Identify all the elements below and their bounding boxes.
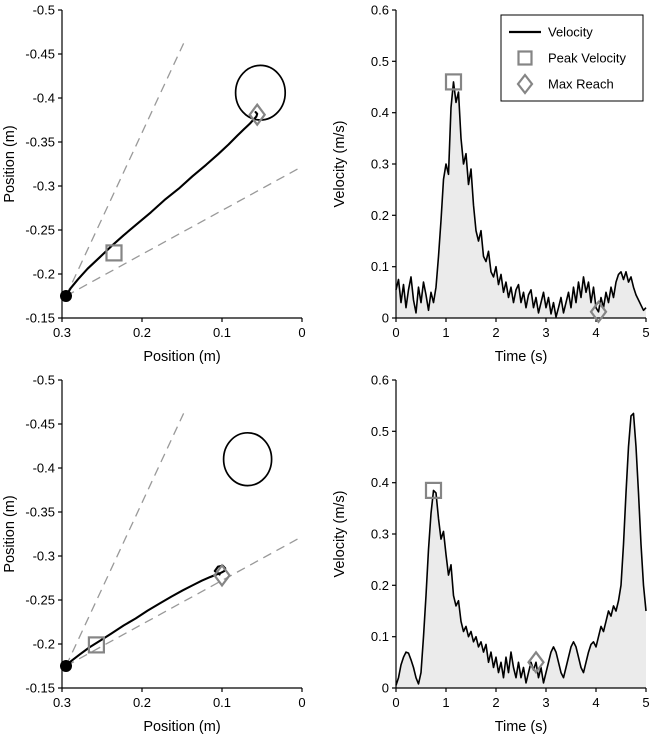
- y-tick-label: 0.4: [371, 475, 389, 490]
- reach-cone-guide-line: [65, 536, 303, 667]
- x-tick-label: 0: [298, 695, 305, 710]
- legend-entry-label: Max Reach: [548, 77, 614, 92]
- y-tick-label: -0.15: [25, 681, 55, 696]
- velocity-area-fill: [396, 413, 646, 688]
- y-tick-label: 0.2: [371, 208, 389, 223]
- x-axis-label: Time (s): [495, 719, 548, 735]
- y-tick-label: -0.4: [33, 91, 55, 106]
- y-tick-label: -0.3: [33, 549, 55, 564]
- x-tick-label: 5: [642, 325, 649, 340]
- x-tick-label: 0: [392, 695, 399, 710]
- y-tick-label: -0.15: [25, 311, 55, 326]
- reach-cone-guide-line: [65, 43, 185, 297]
- y-tick-label: 0.6: [371, 3, 389, 18]
- legend-box: [500, 14, 644, 102]
- y-tick-label: 0.4: [371, 105, 389, 120]
- trajectory-line: [64, 111, 259, 298]
- max-reach-marker: [213, 563, 231, 588]
- peak-velocity-marker: [444, 73, 463, 91]
- y-tick-label: -0.4: [33, 461, 55, 476]
- velocity-chart-trial-2: 0 1 2 3 4 5 0 0.1 0.2 0.3 0.4 0.5 0.6 Time (s) Velocit…: [332, 373, 650, 736]
- x-tick-label: 0.1: [213, 695, 231, 710]
- x-tick-label: 2: [492, 325, 499, 340]
- x-tick-label: 0.3: [53, 695, 71, 710]
- y-tick-label: -0.45: [25, 417, 55, 432]
- start-point-dot: [60, 290, 72, 302]
- legend-entry-label: Peak Velocity: [548, 51, 627, 66]
- y-axis-label: Position (m): [2, 125, 18, 202]
- velocity-line: [395, 412, 647, 686]
- x-tick-label: 2: [492, 695, 499, 710]
- y-tick-label: 0.6: [371, 373, 389, 388]
- y-tick-label: 0.5: [371, 54, 389, 69]
- position-chart-trial-2: 0.3 0.2 0.1 0 -0.5 -0.45 -0.4 -0.35 -0.3 -0.25 -0.…: [2, 373, 306, 736]
- y-tick-label: -0.5: [33, 3, 55, 18]
- y-tick-label: -0.25: [25, 593, 55, 608]
- x-tick-label: 0.3: [53, 325, 71, 340]
- y-axis-label: Velocity (m/s): [332, 120, 348, 207]
- y-tick-label: -0.5: [33, 373, 55, 388]
- x-axis-label: Position (m): [143, 349, 220, 365]
- x-tick-label: 0.2: [133, 325, 151, 340]
- peak-velocity-marker: [105, 244, 123, 262]
- velocity-line: [395, 81, 647, 318]
- legend-entry-label: Velocity: [548, 25, 593, 40]
- position-chart-trial-1: 0.3 0.2 0.1 0 -0.5 -0.45 -0.4 -0.35 -0.3 -0.25 -0.…: [2, 3, 306, 366]
- target-circle: [222, 431, 273, 487]
- y-tick-label: 0: [382, 681, 389, 696]
- y-tick-label: -0.35: [25, 505, 55, 520]
- y-tick-label: -0.2: [33, 267, 55, 282]
- peak-velocity-marker: [424, 481, 443, 500]
- x-tick-label: 3: [542, 695, 549, 710]
- y-axis-label: Velocity (m/s): [332, 490, 348, 577]
- y-axis-label: Position (m): [2, 495, 18, 572]
- x-tick-label: 5: [642, 695, 649, 710]
- legend-square-sample: [517, 50, 533, 66]
- x-tick-label: 4: [592, 325, 599, 340]
- y-tick-label: 0.3: [371, 527, 389, 542]
- target-circle: [234, 64, 287, 121]
- y-tick-label: 0.5: [371, 424, 389, 439]
- y-tick-label: 0.1: [371, 629, 389, 644]
- y-tick-label: 0.3: [371, 157, 389, 172]
- y-tick-label: 0.1: [371, 259, 389, 274]
- x-tick-label: 0.2: [133, 695, 151, 710]
- x-tick-label: 0: [392, 325, 399, 340]
- legend: Velocity Peak Velocity Max Reach: [500, 14, 644, 102]
- reach-cone-guide-line: [65, 166, 303, 297]
- velocity-area-fill: [396, 81, 646, 319]
- y-tick-label: 0: [382, 311, 389, 326]
- y-tick-label: 0.2: [371, 578, 389, 593]
- max-reach-marker: [527, 650, 545, 675]
- x-tick-label: 0: [298, 325, 305, 340]
- x-tick-label: 1: [442, 325, 449, 340]
- y-tick-label: -0.25: [25, 223, 55, 238]
- x-tick-label: 1: [442, 695, 449, 710]
- velocity-chart-trial-1: 0 1 2 3 4 5 0 0.1 0.2 0.3 0.4 0.5 0.6 Time (s) Velocit…: [332, 3, 650, 366]
- legend-diamond-sample: [516, 73, 534, 95]
- y-tick-label: -0.35: [25, 135, 55, 150]
- y-tick-label: -0.2: [33, 637, 55, 652]
- max-reach-marker: [589, 299, 608, 324]
- y-tick-label: -0.45: [25, 47, 55, 62]
- max-reach-marker: [248, 102, 267, 127]
- x-tick-label: 4: [592, 695, 599, 710]
- start-point-dot: [60, 660, 72, 672]
- peak-velocity-marker: [87, 636, 106, 654]
- y-tick-label: -0.3: [33, 179, 55, 194]
- x-tick-label: 0.1: [213, 325, 231, 340]
- reach-cone-guide-line: [65, 413, 185, 667]
- x-axis-label: Position (m): [143, 719, 220, 735]
- x-axis-label: Time (s): [495, 349, 548, 365]
- x-tick-label: 3: [542, 325, 549, 340]
